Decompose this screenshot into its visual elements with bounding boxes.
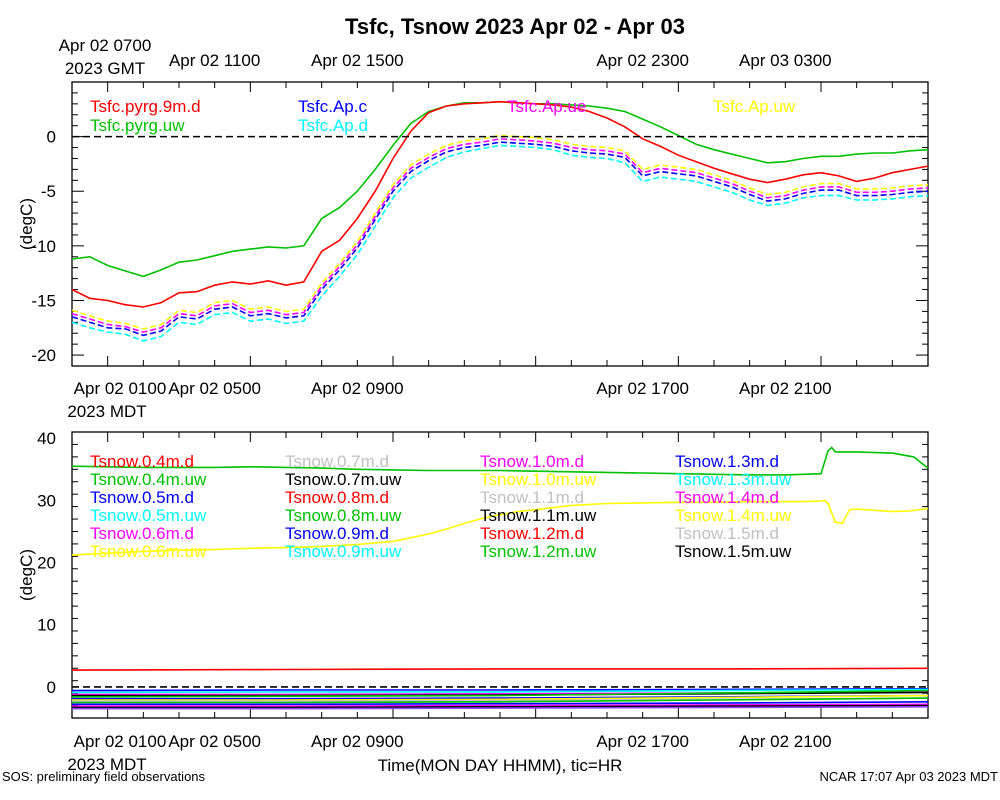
time-label: Apr 02 0700 [59, 36, 152, 55]
legend-entry: Tsnow.1.0m.d [480, 452, 584, 471]
y-axis-label: (degC) [17, 198, 36, 250]
series-line-tsnow-0-6m-uw [71, 499, 929, 556]
legend-entry: Tsnow.1.5m.uw [675, 542, 792, 561]
y-tick-label: -15 [31, 291, 56, 310]
tsfc-panel: -20 -15 -10 -5 0 (degC) Tsfc.pyrg.9m.dTsfc.pyr… [17, 81, 929, 367]
series-line-tsfc-pyrg-9m-d [71, 100, 929, 308]
y-tick-label: -20 [31, 346, 56, 365]
series-line-tsnow-0-4m-d [71, 667, 929, 671]
legend-entry: Tsnow.0.9m.uw [285, 542, 402, 561]
legend-entry: Tsfc.Ap.d [298, 116, 368, 135]
legend-entry: Tsfc.Ap.c [298, 97, 367, 116]
time-label: Apr 02 0500 [168, 379, 261, 398]
legend-entry: Tsnow.0.8m.uw [285, 506, 402, 525]
y-tick-label: 0 [47, 128, 56, 147]
legend-entry: Tsnow.1.0m.uw [480, 470, 597, 489]
footer-left: SOS: preliminary field observations [2, 769, 206, 784]
y-tick-label: 10 [37, 616, 56, 635]
legend-entry: Tsnow.1.1m.d [480, 488, 584, 507]
time-label: Apr 02 0900 [311, 379, 404, 398]
time-label: Apr 02 1700 [596, 379, 689, 398]
legend-entry: Tsnow.0.6m.d [90, 524, 194, 543]
series-line-tsnow-0-8m-uw [71, 689, 929, 698]
y-tick-label: 0 [47, 678, 56, 697]
legend-entry: Tsnow.0.4m.uw [90, 470, 207, 489]
legend-entry: Tsnow.1.4m.d [675, 488, 779, 507]
time-label: Apr 03 0300 [739, 51, 832, 70]
time-label: 2023 GMT [65, 59, 145, 78]
time-label: Apr 02 2100 [739, 379, 832, 398]
legend-entry: Tsnow.1.3m.uw [675, 470, 792, 489]
time-label: Apr 02 2300 [596, 51, 689, 70]
y-tick-label: -10 [31, 237, 56, 256]
legend-entry: Tsnow.0.7m.d [285, 452, 389, 471]
series-line-tsfc-ap-d [71, 144, 929, 342]
legend-entry: Tsnow.0.5m.uw [90, 506, 207, 525]
time-label: Apr 02 0100 [74, 732, 167, 751]
series-line-tsnow-1-3m-d [72, 701, 929, 706]
legend-entry: Tsfc.Ap.ue [507, 97, 586, 116]
top-time-axis-labels: Apr 02 0700 2023 GMT Apr 02 1100 Apr 02 150… [59, 36, 832, 78]
legend-entry: Tsnow.1.4m.uw [675, 506, 792, 525]
legend-entry: Tsnow.0.6m.uw [90, 542, 207, 561]
series-line-tsnow-1-4m-d [72, 703, 929, 707]
series-line-tsnow-1-5m-uw [72, 704, 929, 709]
legend-entry: Tsnow.1.2m.uw [480, 542, 597, 561]
series-line-tsnow-1-0m-uw [72, 694, 929, 701]
time-label: Apr 02 1700 [596, 732, 689, 751]
chart-title: Tsfc, Tsnow 2023 Apr 02 - Apr 03 [345, 14, 685, 39]
y-tick-label: 40 [37, 429, 56, 448]
legend-entry: Tsfc.pyrg.uw [90, 116, 185, 135]
time-label: 2023 MDT [67, 402, 146, 421]
legend-entry: Tsnow.1.2m.d [480, 524, 584, 543]
series-line-tsfc-ap-uw [71, 134, 929, 330]
legend-entry: Tsnow.1.5m.d [675, 524, 779, 543]
legend-entry: Tsnow.0.8m.d [285, 488, 389, 507]
series-line-tsfc-ap-ue [71, 137, 929, 333]
y-tick-label: 30 [37, 491, 56, 510]
legend-entry: Tsnow.0.9m.d [285, 524, 389, 543]
y-tick-label: -5 [41, 182, 56, 201]
time-label: Apr 02 2100 [739, 732, 832, 751]
series-line-tsfc-pyrg-uw [71, 100, 929, 278]
time-label: Apr 02 1100 [169, 51, 260, 70]
series-line-tsnow-0-5m-uw [71, 688, 929, 694]
legend-entry: Tsfc.pyrg.9m.d [90, 97, 201, 116]
legend-entry: Tsnow.0.7m.uw [285, 470, 402, 489]
tsnow-panel: 0 10 20 30 40 (degC) Tsnow.0.4m.dTsnow.0.4m.uw… [17, 429, 929, 719]
series-line-tsnow-1-5m-d [72, 706, 929, 710]
series-line-tsnow-0-5m-d [71, 688, 929, 692]
bottom-time-axis-labels: Apr 02 0100 2023 MDT Apr 02 0500 Apr 02 090… [67, 379, 831, 774]
series-line-tsnow-1-2m-uw [72, 697, 929, 704]
legend-entry: Tsfc.Ap.uw [713, 97, 796, 116]
legend-entry: Tsnow.0.4m.d [90, 452, 194, 471]
x-axis-label: Time(MON DAY HHMM), tic=HR [378, 756, 623, 775]
time-label: Apr 02 0100 [74, 379, 167, 398]
series-line-tsnow-0-4m-uw [71, 446, 929, 476]
time-label: Apr 02 0900 [311, 732, 404, 751]
y-axis-label: (degC) [17, 549, 36, 601]
time-label: 2023 MDT [67, 755, 146, 774]
y-tick-label: 20 [37, 554, 56, 573]
legend-entry: Tsnow.1.1m.uw [480, 506, 597, 525]
time-label: Apr 02 1500 [311, 51, 404, 70]
footer-right: NCAR 17:07 Apr 03 2023 MDT [820, 769, 999, 784]
legend-entry: Tsnow.1.3m.d [675, 452, 779, 471]
legend-entry: Tsnow.0.5m.d [90, 488, 194, 507]
series-line-tsfc-ap-c [71, 141, 929, 337]
time-label: Apr 02 0500 [168, 732, 261, 751]
